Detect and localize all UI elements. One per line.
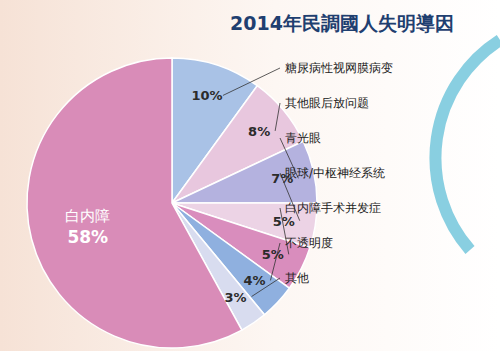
leader-line — [275, 103, 280, 131]
decoration-arc — [435, 40, 500, 250]
background — [0, 0, 500, 351]
slice-name: 青光眼 — [285, 131, 321, 145]
slice-name: 眼球/中枢神经系统 — [285, 166, 385, 180]
data-label: 8% — [248, 124, 270, 139]
chart-title: 2014年民調國人失明導因 — [230, 12, 454, 34]
slice-name: 白内障 — [65, 207, 110, 225]
data-label: 4% — [243, 273, 265, 288]
data-label: 5% — [262, 247, 284, 262]
data-label: 3% — [225, 290, 247, 305]
slice-name: 其他眼后放问题 — [285, 96, 369, 110]
pie-group — [27, 58, 317, 348]
labels-group: 10%糖尿病性视网膜病变8%其他眼后放问题7%青光眼5%眼球/中枢神经系统5%白… — [65, 61, 393, 305]
data-label: 58% — [67, 227, 108, 247]
leader-line — [223, 68, 280, 95]
slice-name: 不透明度 — [285, 236, 333, 250]
data-label: 10% — [191, 88, 222, 103]
slice-name: 白内障手术并发症 — [285, 201, 381, 215]
pie-slice — [27, 58, 242, 348]
chart-root: 2014年民調國人失明導因10%糖尿病性视网膜病变8%其他眼后放问题7%青光眼5… — [0, 0, 500, 351]
leader-line — [270, 243, 280, 280]
slice-name: 其他 — [285, 271, 309, 285]
slice-name: 糖尿病性视网膜病变 — [285, 61, 393, 75]
leader-line — [252, 278, 280, 297]
